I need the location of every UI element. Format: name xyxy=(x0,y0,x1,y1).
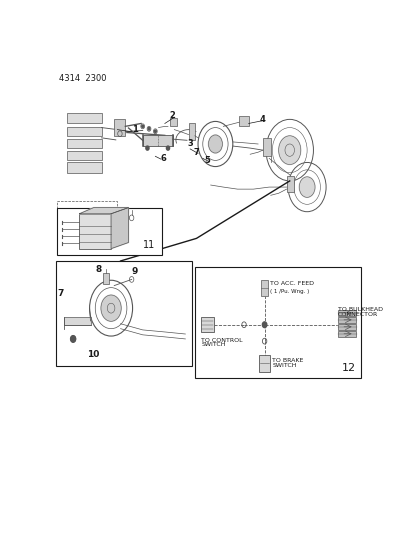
Text: TO CONTROL: TO CONTROL xyxy=(201,338,243,343)
Text: TO ACC. FEED: TO ACC. FEED xyxy=(270,281,314,286)
Text: 10: 10 xyxy=(87,350,100,359)
Circle shape xyxy=(142,125,144,127)
Circle shape xyxy=(101,295,121,321)
Text: 4314  2300: 4314 2300 xyxy=(59,74,106,83)
Bar xyxy=(201,317,214,332)
Bar xyxy=(103,273,109,284)
Bar xyxy=(195,267,361,378)
Text: 11: 11 xyxy=(143,239,155,249)
Bar xyxy=(67,127,102,136)
Text: 1: 1 xyxy=(132,125,138,134)
Bar xyxy=(143,134,173,146)
Bar xyxy=(338,317,357,322)
Bar xyxy=(114,119,125,136)
Bar xyxy=(80,214,111,248)
Bar xyxy=(286,176,293,192)
Bar xyxy=(263,138,271,156)
Bar xyxy=(67,139,102,148)
Text: ( 1 /Pu. Wng. ): ( 1 /Pu. Wng. ) xyxy=(270,289,310,294)
Text: 7: 7 xyxy=(193,148,200,157)
Bar xyxy=(67,151,102,160)
Text: 3: 3 xyxy=(187,140,193,149)
Bar xyxy=(57,201,118,238)
Circle shape xyxy=(166,146,170,150)
Bar xyxy=(188,124,195,140)
Text: CONNECTOR: CONNECTOR xyxy=(338,312,378,318)
Bar xyxy=(338,331,357,337)
Bar xyxy=(56,261,192,366)
Circle shape xyxy=(299,177,315,197)
Circle shape xyxy=(154,130,156,133)
Text: SWITCH: SWITCH xyxy=(201,342,226,347)
Bar xyxy=(338,324,357,329)
Bar xyxy=(239,116,248,126)
Text: 5: 5 xyxy=(204,156,211,165)
Circle shape xyxy=(146,146,149,150)
Circle shape xyxy=(71,336,75,342)
Text: TO BULKHEAD: TO BULKHEAD xyxy=(338,308,383,312)
Text: 9: 9 xyxy=(132,266,138,276)
Bar xyxy=(57,207,162,255)
Bar xyxy=(170,118,177,126)
Text: TO BRAKE: TO BRAKE xyxy=(272,358,304,363)
Text: 7: 7 xyxy=(57,289,64,298)
Bar xyxy=(259,354,270,372)
Text: 12: 12 xyxy=(342,363,356,373)
Bar xyxy=(261,280,268,296)
Text: 6: 6 xyxy=(160,154,166,163)
Polygon shape xyxy=(111,207,129,248)
Bar xyxy=(64,317,91,325)
Circle shape xyxy=(208,135,222,153)
Text: 8: 8 xyxy=(95,265,102,273)
Bar xyxy=(67,163,102,173)
Polygon shape xyxy=(80,207,129,214)
Circle shape xyxy=(279,136,301,165)
Bar xyxy=(338,310,357,316)
Text: 4: 4 xyxy=(260,115,266,124)
Circle shape xyxy=(148,127,150,130)
Text: SWITCH: SWITCH xyxy=(272,363,297,368)
Circle shape xyxy=(262,322,267,328)
Text: 2: 2 xyxy=(170,111,176,120)
Bar xyxy=(67,113,102,124)
